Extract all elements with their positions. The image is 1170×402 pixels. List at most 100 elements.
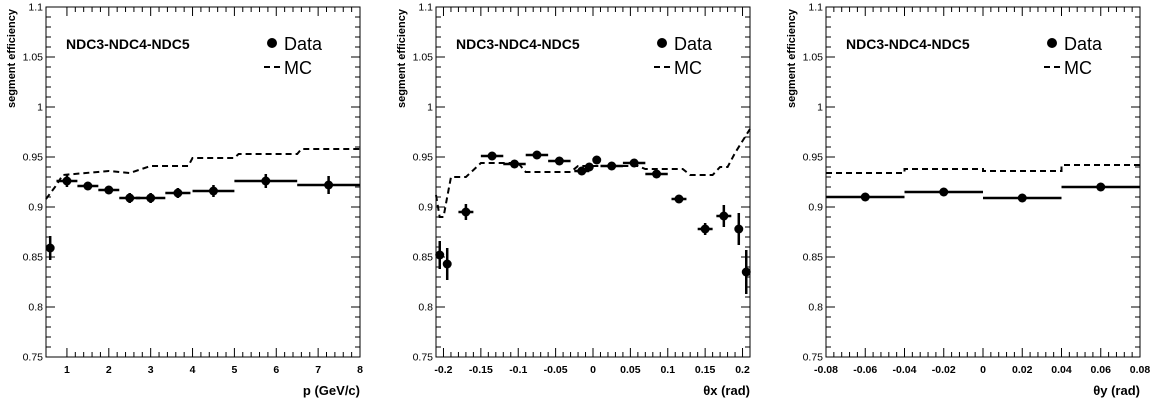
- x-tick-label: 0.1: [660, 364, 675, 376]
- data-marker: [741, 267, 751, 277]
- y-tick-label: 1.05: [413, 52, 434, 64]
- legend-mc-label: MC: [1064, 58, 1092, 78]
- y-tick-label: 1.05: [23, 52, 44, 64]
- y-tick-label: 0.9: [418, 202, 433, 214]
- data-marker: [584, 162, 594, 172]
- x-tick-label: 0.02: [1012, 364, 1033, 376]
- legend-mc-label: MC: [284, 58, 312, 78]
- data-point: [592, 155, 602, 165]
- x-tick-label: -0.04: [893, 364, 917, 376]
- chart-panel-momentum: 0.75 0.8 0.85 0.9 0.95 1 1.05 1.1 1 2 3 4 5 6 7 8 segmen…: [6, 2, 363, 399]
- data-marker: [1017, 193, 1027, 203]
- data-point: [136, 193, 166, 203]
- chart-title: NDC3-NDC4-NDC5: [846, 36, 970, 52]
- data-marker: [700, 224, 710, 234]
- x-tick-label: 7: [315, 364, 321, 376]
- legend-data-label: Data: [674, 34, 713, 54]
- data-point: [98, 185, 120, 195]
- y-tick-label: 0.75: [803, 352, 824, 364]
- mc-series-line: [45, 148, 360, 200]
- y-tick-label: 0.8: [808, 302, 823, 314]
- x-tick-label: 0.04: [1051, 364, 1072, 376]
- data-marker: [607, 161, 617, 171]
- data-marker: [719, 211, 729, 221]
- y-tick-label: 0.75: [413, 352, 434, 364]
- data-marker: [461, 207, 471, 217]
- y-tick-label: 0.8: [28, 302, 43, 314]
- data-point: [904, 187, 983, 197]
- x-tick-label: 2: [106, 364, 112, 376]
- data-marker: [208, 186, 218, 196]
- x-tick-label: 6: [273, 364, 279, 376]
- legend-mc-label: MC: [674, 58, 702, 78]
- chart-panel-theta-x: 0.75 0.8 0.85 0.9 0.95 1 1.05 1.1 -0.2 -0.15 -0.1 -…: [396, 2, 751, 398]
- x-tick-label: -0.1: [509, 364, 527, 376]
- x-tick-label: 0.08: [1130, 364, 1151, 376]
- data-marker: [487, 151, 497, 161]
- data-point: [56, 175, 78, 187]
- chart-title: NDC3-NDC4-NDC5: [456, 36, 580, 52]
- x-tick-label: 5: [231, 364, 237, 376]
- legend-data-marker: [1047, 38, 1057, 48]
- y-tick-label: 0.95: [413, 152, 434, 164]
- x-tick-label: -0.08: [814, 364, 838, 376]
- y-axis-label: segment efficiency: [6, 8, 18, 108]
- data-marker: [83, 181, 93, 191]
- legend-data-marker: [267, 38, 277, 48]
- data-point: [983, 193, 1062, 203]
- y-tick-label: 1.05: [803, 52, 824, 64]
- y-tick-label: 1.1: [418, 2, 433, 14]
- legend-data-label: Data: [284, 34, 323, 54]
- data-point: [826, 192, 905, 202]
- data-point: [716, 205, 732, 227]
- mc-series-line: [435, 128, 751, 218]
- data-point: [734, 213, 744, 245]
- x-tick-label: 0: [980, 364, 986, 376]
- chart-panel-theta-y: 0.75 0.8 0.85 0.9 0.95 1 1.05 1.1 -0.08 -0.06 -0.0…: [786, 2, 1151, 399]
- y-tick-label: 0.75: [23, 352, 44, 364]
- data-marker: [554, 156, 564, 166]
- data-marker: [173, 188, 183, 198]
- data-point: [548, 156, 571, 166]
- data-marker: [1096, 182, 1106, 192]
- y-tick-label: 0.95: [23, 152, 44, 164]
- data-point: [297, 176, 360, 194]
- x-axis-label: θx (rad): [703, 383, 750, 398]
- data-marker: [674, 194, 684, 204]
- data-point: [442, 248, 452, 280]
- y-tick-label: 1.1: [808, 2, 823, 14]
- data-point: [165, 188, 191, 198]
- y-tick-label: 1: [37, 102, 43, 114]
- data-marker: [577, 166, 587, 176]
- data-point: [435, 241, 445, 269]
- data-point: [671, 194, 687, 204]
- plot-frame: [435, 6, 751, 358]
- data-marker: [510, 159, 519, 169]
- data-point: [45, 236, 55, 260]
- data-point: [480, 151, 504, 161]
- x-tick-label: 8: [357, 364, 363, 376]
- data-point: [645, 169, 668, 179]
- data-marker: [62, 176, 72, 186]
- y-tick-label: 1: [427, 102, 433, 114]
- y-tick-label: 0.9: [808, 202, 823, 214]
- x-tick-label: 0: [590, 364, 596, 376]
- data-marker: [261, 176, 271, 186]
- y-tick-label: 0.8: [418, 302, 433, 314]
- chart-title: NDC3-NDC4-NDC5: [66, 36, 190, 52]
- y-tick-label: 1: [817, 102, 823, 114]
- data-point: [77, 181, 99, 191]
- data-point: [1061, 182, 1140, 192]
- x-tick-label: -0.15: [469, 364, 493, 376]
- y-axis-label: segment efficiency: [786, 8, 798, 108]
- y-tick-label: 0.85: [803, 252, 824, 264]
- y-tick-label: 0.85: [23, 252, 44, 264]
- x-tick-label: 0.2: [735, 364, 750, 376]
- data-point: [458, 204, 474, 220]
- x-tick-label: -0.02: [932, 364, 956, 376]
- y-tick-label: 0.85: [413, 252, 434, 264]
- y-tick-label: 0.95: [803, 152, 824, 164]
- data-point: [192, 185, 235, 197]
- x-axis-label: p (GeV/c): [303, 383, 360, 398]
- data-marker: [324, 180, 334, 190]
